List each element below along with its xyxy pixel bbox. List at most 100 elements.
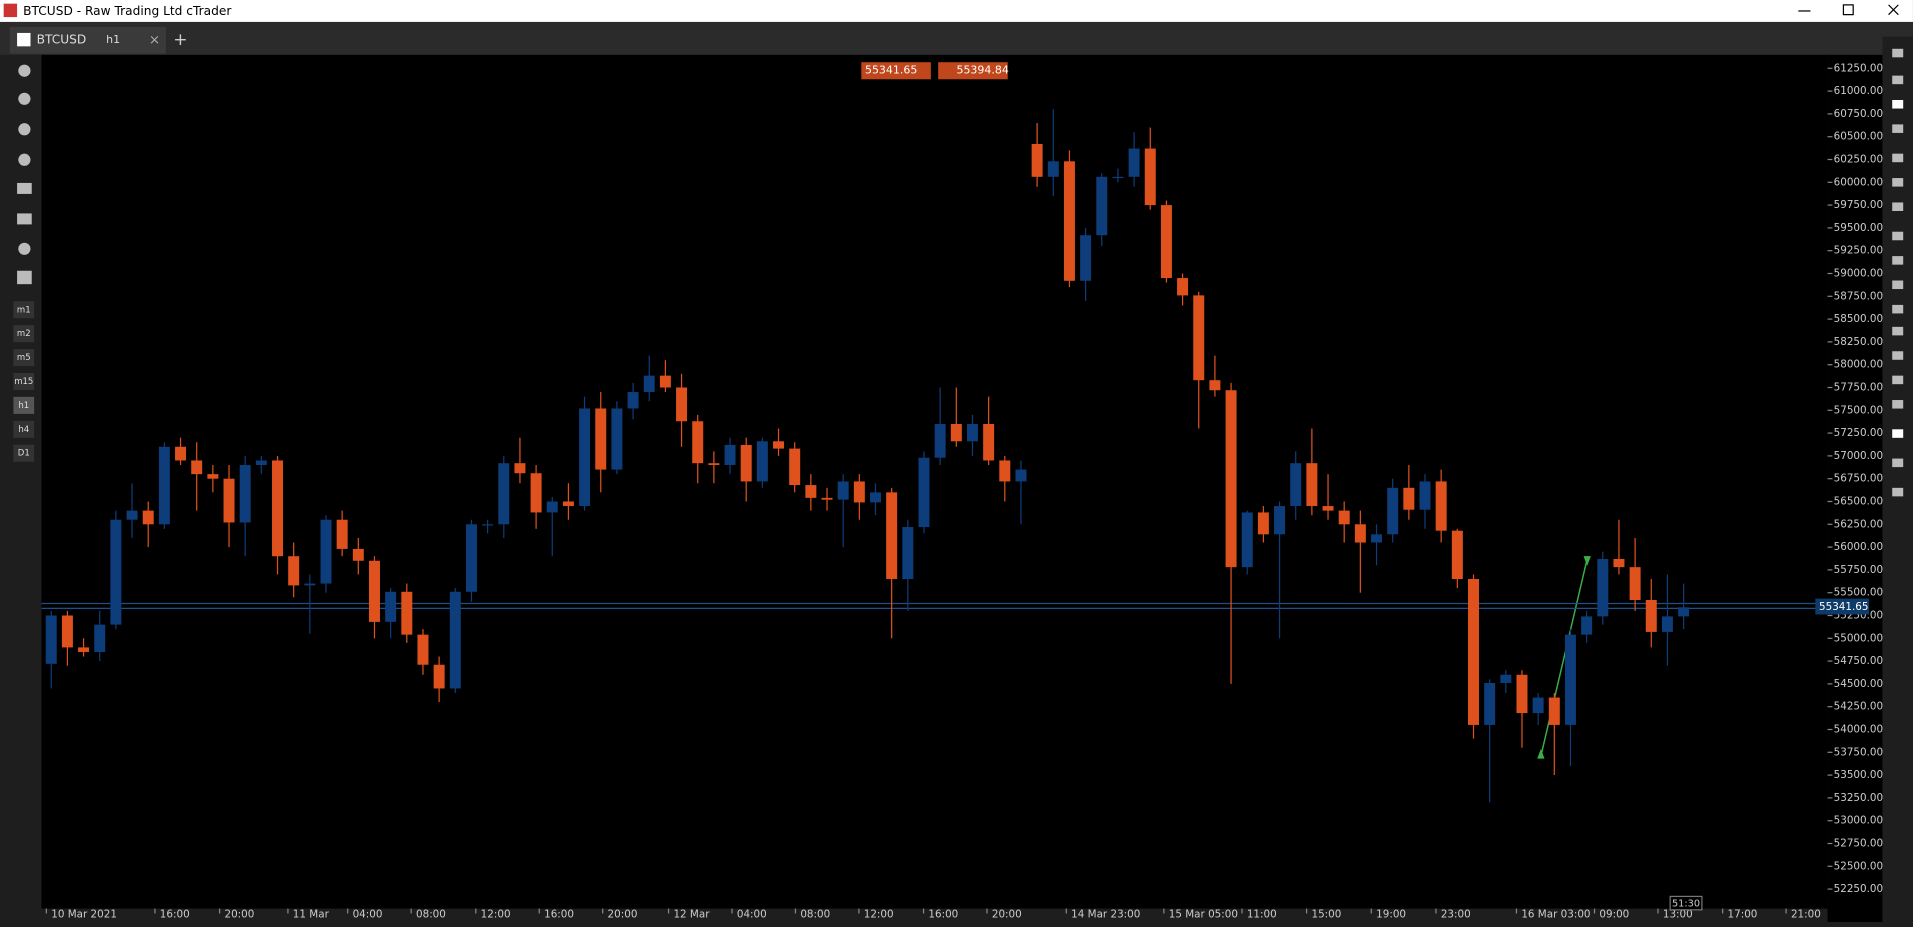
x-tick-label: 12:00: [481, 909, 511, 921]
buy-button[interactable]: [938, 62, 1008, 80]
x-tick-label: 09:00: [1599, 909, 1629, 921]
tab-timeframe[interactable]: h1: [106, 33, 120, 46]
timeframe-button[interactable]: [13, 396, 35, 414]
timeframe-button[interactable]: [13, 420, 35, 438]
window-title: BTCUSD - Raw Trading Ltd cTrader: [23, 4, 232, 18]
x-tick-label: 20:00: [992, 909, 1022, 921]
candle-body: [530, 473, 542, 513]
timeframe-button[interactable]: [13, 349, 35, 367]
candle-body: [1063, 161, 1075, 281]
y-tick-label: 57750.00: [1834, 381, 1883, 393]
add-tab[interactable]: +: [173, 30, 187, 50]
candle-body: [676, 387, 688, 422]
candle-body: [191, 460, 203, 475]
candle-body: [514, 463, 526, 474]
candle-body: [1290, 463, 1302, 507]
x-tick-label: 16 Mar 03:00: [1521, 909, 1590, 921]
right-toolbar: [1882, 36, 1913, 923]
candle-body: [692, 421, 704, 464]
candle-body: [1678, 607, 1690, 617]
candle-body: [1532, 697, 1544, 714]
timeframe-button[interactable]: [13, 444, 35, 462]
x-tick-label: 08:00: [800, 909, 830, 921]
x-tick-label: 04:00: [353, 909, 383, 921]
x-tick-label: 14 Mar 23:00: [1071, 909, 1140, 921]
candle-body: [1661, 616, 1673, 632]
y-tick-label: 61250.00: [1834, 62, 1883, 74]
price-axis: [1827, 54, 1883, 923]
candle-body: [579, 408, 591, 507]
window-controls[interactable]: [1798, 4, 1899, 16]
y-tick-label: 55500.00: [1834, 587, 1883, 599]
candle-body: [1160, 205, 1172, 279]
candle-body: [158, 446, 170, 525]
candle-body: [1080, 235, 1092, 281]
candle-body: [417, 634, 429, 665]
trend-start: [1537, 748, 1545, 759]
candle-body: [272, 460, 283, 557]
timeframe-label: m5: [17, 353, 31, 363]
toolbar-icons[interactable]: [17, 64, 32, 285]
trend-line[interactable]: [1540, 558, 1588, 757]
y-tick-label: 59500.00: [1834, 222, 1883, 234]
candle-body: [950, 423, 962, 442]
candle-body: [385, 591, 397, 622]
timeframe-label: D1: [18, 449, 30, 459]
candle-body: [1500, 674, 1512, 683]
y-tick-label: 54000.00: [1834, 723, 1883, 735]
candle-body: [870, 492, 881, 503]
y-tick-label: 53250.00: [1834, 792, 1883, 804]
candle-body: [1225, 390, 1237, 568]
sell-price: 55341.65: [865, 64, 917, 77]
candle-body: [740, 444, 752, 482]
x-tick-label: 20:00: [608, 909, 638, 921]
candle-body: [886, 492, 898, 580]
drawing-tools[interactable]: [1892, 48, 1904, 497]
timeframe-button[interactable]: [13, 301, 35, 319]
close-tab[interactable]: ×: [149, 33, 160, 48]
candle-body: [255, 460, 267, 466]
candle-body: [643, 375, 655, 393]
candle-body: [1516, 674, 1528, 714]
y-tick-label: 59250.00: [1834, 245, 1883, 257]
candle-body: [902, 527, 914, 580]
candle-body: [336, 519, 348, 549]
candle-body: [1629, 567, 1641, 600]
candle-body: [1548, 697, 1560, 725]
tab-bar: [0, 21, 1913, 55]
timeframe-label: h1: [18, 401, 29, 411]
x-tick-label: 21:00: [1791, 909, 1821, 921]
timeframe-label: h4: [18, 425, 29, 435]
candle-body: [1354, 524, 1366, 543]
price-tag: [1815, 598, 1870, 615]
candle-body: [449, 591, 461, 689]
timeframe-button[interactable]: [13, 372, 35, 391]
candle-body: [1613, 558, 1625, 568]
y-tick-label: 53750.00: [1834, 746, 1883, 758]
y-tick-label: 60750.00: [1834, 108, 1883, 120]
x-tick-label: 16:00: [928, 909, 958, 921]
candle-body: [1193, 295, 1205, 381]
y-tick-label: 56250.00: [1834, 518, 1883, 530]
bar-timer-box: [1669, 895, 1703, 911]
candle-body: [1015, 469, 1027, 482]
y-tick-label: 52250.00: [1834, 883, 1883, 895]
x-tick-label: 23:00: [1441, 909, 1471, 921]
candle-body: [61, 615, 73, 648]
timeframe-button[interactable]: [13, 325, 35, 343]
candle-body: [1484, 682, 1496, 725]
candle-body: [1209, 380, 1221, 391]
candle-body: [1112, 176, 1124, 179]
chart-tab[interactable]: [9, 26, 166, 54]
y-tick-label: 53500.00: [1834, 769, 1883, 781]
candle-body: [562, 501, 574, 507]
candle-body: [1031, 143, 1043, 177]
candle-body: [659, 375, 671, 388]
sell-button[interactable]: [861, 62, 931, 80]
candle-body: [1274, 506, 1286, 535]
candle-body: [934, 423, 946, 458]
y-tick-label: 58500.00: [1834, 313, 1883, 325]
candle-body: [1581, 616, 1593, 635]
candle-body: [837, 481, 849, 500]
